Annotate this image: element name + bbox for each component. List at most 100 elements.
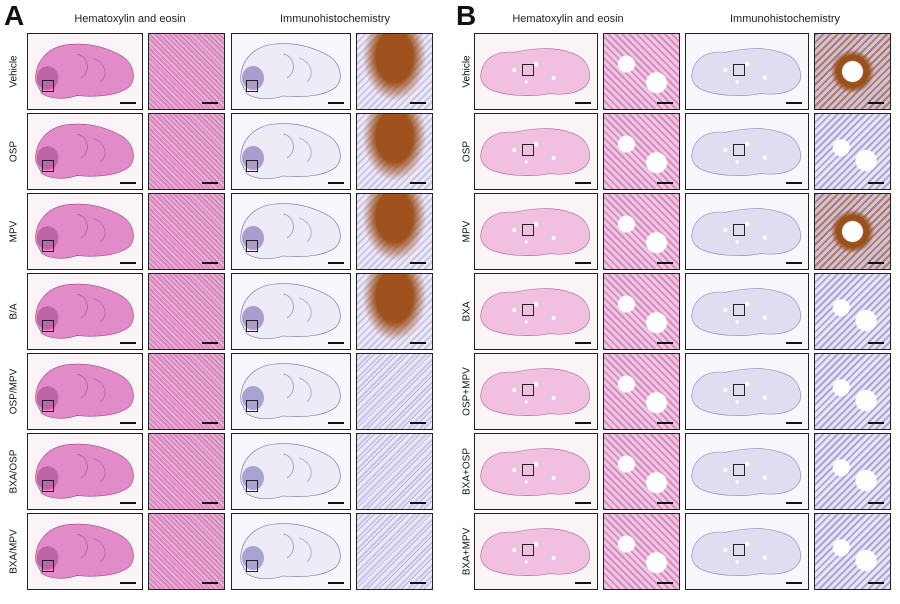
whole-section-image xyxy=(685,513,809,590)
scale-bar xyxy=(868,342,884,344)
zoom-image xyxy=(814,193,891,270)
scale-bar xyxy=(202,342,218,344)
zoom-image xyxy=(148,273,225,350)
scale-bar xyxy=(120,422,136,424)
inset-marker xyxy=(522,144,534,156)
inset-marker xyxy=(733,464,745,476)
inset-marker xyxy=(733,304,745,316)
panel-b-letter: B xyxy=(456,0,477,31)
zoom-image xyxy=(603,113,680,190)
scale-bar xyxy=(575,422,591,424)
row-label: BXA/OSP xyxy=(8,449,20,493)
zoom-image xyxy=(148,513,225,590)
row-label: BXA/MPV xyxy=(8,528,20,574)
scale-bar xyxy=(657,582,673,584)
whole-section-image xyxy=(231,273,351,350)
scale-bar xyxy=(328,422,344,424)
inset-marker xyxy=(246,320,258,332)
whole-section-image xyxy=(27,193,143,270)
whole-section-image xyxy=(231,353,351,430)
zoom-image xyxy=(603,353,680,430)
scale-bar xyxy=(657,262,673,264)
zoom-image xyxy=(356,353,433,430)
whole-section-image xyxy=(685,193,809,270)
whole-section-image xyxy=(474,273,598,350)
scale-bar xyxy=(786,422,802,424)
scale-bar xyxy=(120,582,136,584)
row-label: BXA xyxy=(461,301,473,322)
zoom-image xyxy=(814,33,891,110)
whole-section-image xyxy=(474,193,598,270)
zoom-image xyxy=(814,113,891,190)
scale-bar xyxy=(328,342,344,344)
whole-section-image xyxy=(474,33,598,110)
inset-marker xyxy=(246,80,258,92)
whole-section-image xyxy=(27,353,143,430)
scale-bar xyxy=(120,262,136,264)
zoom-image xyxy=(148,33,225,110)
inset-marker xyxy=(522,544,534,556)
zoom-image xyxy=(814,353,891,430)
inset-marker xyxy=(42,160,54,172)
scale-bar xyxy=(575,102,591,104)
zoom-image xyxy=(603,33,680,110)
whole-section-image xyxy=(231,193,351,270)
whole-section-image xyxy=(27,113,143,190)
row-label: BXA+MPV xyxy=(461,527,473,575)
scale-bar xyxy=(328,582,344,584)
zoom-image xyxy=(603,433,680,510)
scale-bar xyxy=(575,262,591,264)
inset-marker xyxy=(42,560,54,572)
inset-marker xyxy=(522,224,534,236)
scale-bar xyxy=(202,422,218,424)
zoom-image xyxy=(814,513,891,590)
scale-bar xyxy=(410,502,426,504)
row-label: OSP/MPV xyxy=(8,368,20,414)
zoom-image xyxy=(814,433,891,510)
zoom-image xyxy=(603,273,680,350)
row-label: MPV xyxy=(8,220,20,242)
zoom-image xyxy=(603,193,680,270)
whole-section-image xyxy=(27,33,143,110)
inset-marker xyxy=(522,464,534,476)
inset-marker xyxy=(246,400,258,412)
whole-section-image xyxy=(474,113,598,190)
row-label: Vehicle xyxy=(461,54,473,88)
inset-marker xyxy=(522,64,534,76)
zoom-image xyxy=(814,273,891,350)
scale-bar xyxy=(868,582,884,584)
inset-marker xyxy=(246,240,258,252)
scale-bar xyxy=(575,582,591,584)
panel-b-ihc-title: Immunohistochemistry xyxy=(729,13,841,25)
whole-section-image xyxy=(231,113,351,190)
scale-bar xyxy=(868,262,884,264)
inset-marker xyxy=(42,480,54,492)
inset-marker xyxy=(733,544,745,556)
whole-section-image xyxy=(474,433,598,510)
scale-bar xyxy=(868,182,884,184)
scale-bar xyxy=(657,342,673,344)
scale-bar xyxy=(786,342,802,344)
whole-section-image xyxy=(231,433,351,510)
scale-bar xyxy=(657,502,673,504)
scale-bar xyxy=(410,582,426,584)
scale-bar xyxy=(202,102,218,104)
scale-bar xyxy=(202,502,218,504)
scale-bar xyxy=(575,342,591,344)
zoom-image xyxy=(148,193,225,270)
scale-bar xyxy=(120,182,136,184)
zoom-image xyxy=(356,273,433,350)
whole-section-image xyxy=(474,513,598,590)
zoom-image xyxy=(356,113,433,190)
scale-bar xyxy=(120,102,136,104)
inset-marker xyxy=(42,240,54,252)
scale-bar xyxy=(786,262,802,264)
zoom-image xyxy=(356,193,433,270)
scale-bar xyxy=(786,502,802,504)
whole-section-image xyxy=(231,33,351,110)
whole-section-image xyxy=(685,273,809,350)
scale-bar xyxy=(410,102,426,104)
zoom-image xyxy=(148,353,225,430)
whole-section-image xyxy=(231,513,351,590)
scale-bar xyxy=(868,102,884,104)
